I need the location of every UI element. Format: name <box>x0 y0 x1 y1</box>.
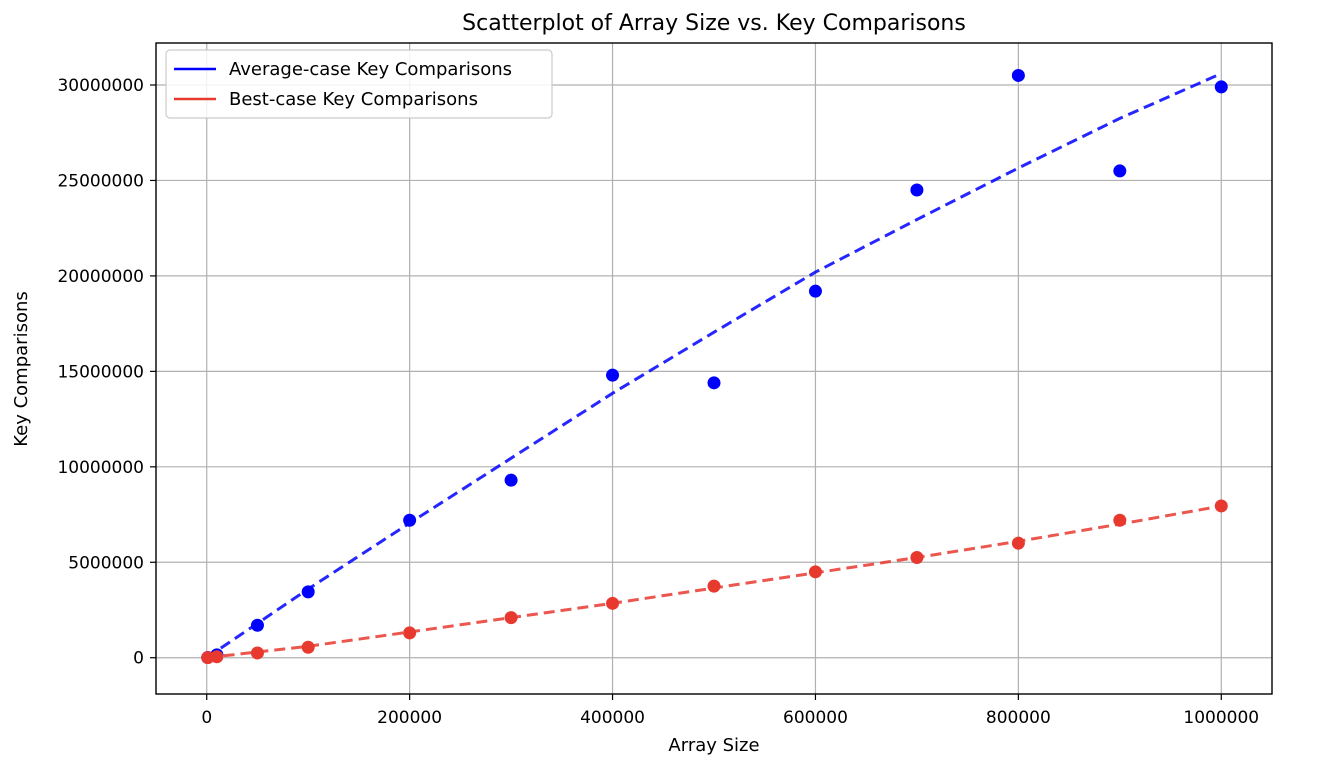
x-axis-ticks: 0 200000 400000 600000 800000 1000000 <box>201 694 1259 728</box>
average-trend-line <box>205 72 1222 659</box>
average-data-point <box>504 473 518 487</box>
y-axis-label: Key Comparisons <box>11 291 32 447</box>
best-data-point <box>808 565 822 579</box>
best-data-point <box>707 579 721 593</box>
chart-title: Scatterplot of Array Size vs. Key Compar… <box>462 11 966 36</box>
best-data-point <box>1113 513 1127 527</box>
legend-label-best: Best-case Key Comparisons <box>229 89 478 110</box>
best-data-point <box>606 596 620 610</box>
average-data-point <box>606 368 620 382</box>
y-tick-label: 10000000 <box>57 458 144 478</box>
x-tick-label: 1000000 <box>1183 708 1259 728</box>
y-tick-label: 25000000 <box>57 171 144 191</box>
average-data-point <box>1214 80 1228 94</box>
average-data-point <box>250 618 264 632</box>
average-data-point <box>1113 164 1127 178</box>
legend: Average-case Key Comparisons Best-case K… <box>165 49 553 119</box>
best-data-point <box>403 626 417 640</box>
best-data-point <box>910 551 924 564</box>
best-data-point <box>210 650 224 664</box>
y-tick-label: 20000000 <box>57 267 144 287</box>
y-tick-label: 30000000 <box>57 76 144 96</box>
x-tick-label: 400000 <box>580 708 645 728</box>
average-data-point <box>808 284 822 298</box>
trend-lines <box>205 72 1222 660</box>
data-points <box>201 68 1228 665</box>
x-tick-label: 200000 <box>377 708 442 728</box>
best-data-point <box>250 646 264 660</box>
best-data-point <box>301 640 315 654</box>
x-tick-label: 800000 <box>986 708 1051 728</box>
legend-box <box>165 49 553 119</box>
y-tick-label: 0 <box>133 649 144 669</box>
y-axis-ticks: 0 5000000 10000000 15000000 20000000 25000000… <box>57 76 156 669</box>
axes-frame <box>155 42 1273 695</box>
x-tick-label: 600000 <box>783 708 848 728</box>
x-axis-label: Array Size <box>668 735 759 756</box>
y-tick-label: 5000000 <box>68 553 144 573</box>
x-tick-label: 0 <box>201 708 212 728</box>
average-data-point <box>403 513 417 527</box>
grid <box>156 43 1272 694</box>
best-data-point <box>504 611 518 625</box>
average-data-point <box>910 183 924 197</box>
y-tick-label: 15000000 <box>57 362 144 382</box>
best-data-point <box>1214 499 1228 513</box>
average-data-point <box>1011 68 1025 82</box>
average-data-point <box>301 585 315 599</box>
average-data-point <box>707 376 721 390</box>
legend-label-average: Average-case Key Comparisons <box>229 59 512 80</box>
best-data-point <box>1011 536 1025 550</box>
